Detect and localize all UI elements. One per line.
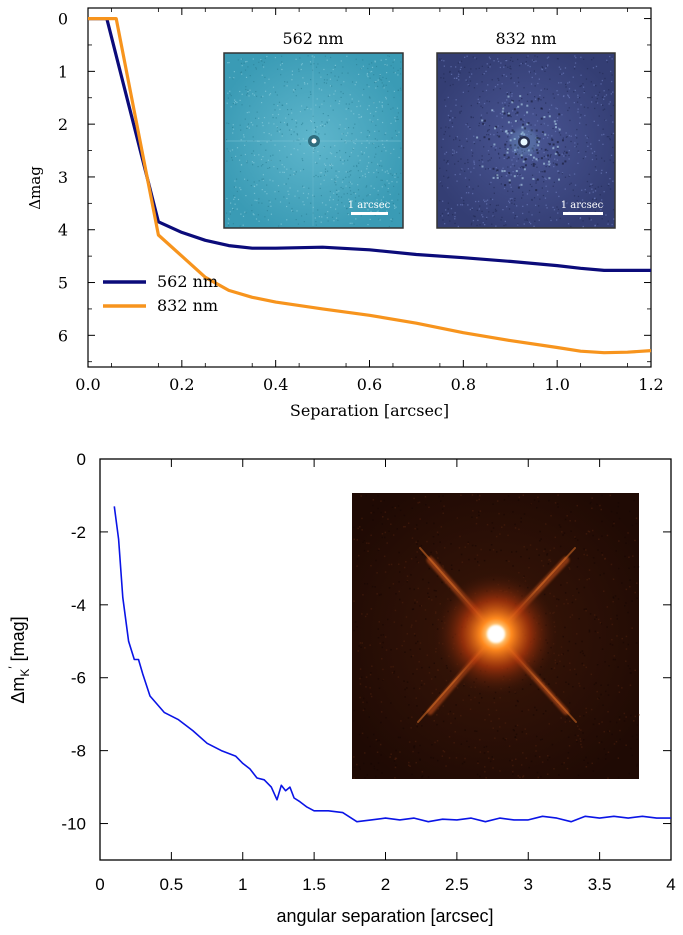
series-line-562 [88,17,651,272]
bottom-xtick-label: 2.5 [445,875,469,894]
top-xtick-label: 0.4 [263,375,288,394]
top-ytick-label: 4 [58,221,68,240]
bottom-xtick-label: 2 [381,875,390,894]
bottom-series-line [113,506,671,823]
bottom-xtick-label: 0 [95,875,104,894]
inset-832-title: 832 nm [495,29,556,48]
top-series-lines [88,17,652,355]
series-line-832 [88,17,652,355]
contrast-curve-k-band [113,506,671,823]
top-axis-ticks [87,8,652,367]
inset-832-scalebar-label: 1 arcsec [561,200,604,211]
top-ytick-label: 0 [58,10,68,29]
top-y-axis-label: Δmag [26,166,44,210]
bottom-xtick-label: 1 [238,875,247,894]
legend-label-562: 562 nm [157,272,218,291]
top-x-axis-label: Separation [arcsec] [290,401,449,420]
top-ytick-label: 5 [58,274,68,293]
top-xtick-labels: 0.0 0.2 0.4 0.6 0.8 1.0 1.2 [75,375,663,394]
top-ytick-label: 2 [58,115,68,134]
bottom-ytick-label: -8 [71,742,86,761]
top-xtick-label: 0.6 [357,375,382,394]
top-ytick-label: 3 [58,168,68,187]
bottom-xtick-label: 1.5 [302,875,326,894]
top-legend: 562 nm 832 nm [103,272,218,315]
top-xtick-label: 0.0 [75,375,100,394]
bottom-x-axis-label: angular separation [arcsec] [276,906,493,926]
inset-image-832: 832 nm 1 arcsec [436,29,616,229]
inset-562-title: 562 nm [282,29,343,48]
top-xtick-label: 0.8 [451,375,476,394]
inset-832-scalebar [563,212,603,215]
inset-image-k-band [352,493,640,779]
bottom-xtick-label: 3.5 [588,875,612,894]
bottom-xtick-labels: 0 0.5 1 1.5 2 2.5 3 3.5 4 [95,875,675,894]
bottom-xtick-label: 0.5 [160,875,184,894]
legend-label-832: 832 nm [157,296,218,315]
bottom-xtick-label: 3 [524,875,533,894]
bottom-axis-ticks [99,458,672,860]
top-xtick-label: 1.0 [544,375,569,394]
top-ytick-label: 1 [58,62,68,81]
bottom-ytick-label: -4 [71,596,86,615]
top-xtick-label: 1.2 [638,375,663,394]
inset-image-562: 562 nm 1 arcsec [223,29,404,229]
bottom-panel: 0 0.5 1 1.5 2 2.5 3 3.5 4 0 -2 -4 -6 -8 -10 angular s… [6,450,676,926]
top-ytick-label: 6 [58,326,68,345]
bottom-y-axis-label: ΔmK′ [mag] [6,616,32,703]
bottom-ytick-label: -6 [71,669,86,688]
top-ytick-labels: 0 1 2 3 4 5 6 [58,10,68,346]
bottom-ytick-label: -2 [71,523,86,542]
top-xtick-label: 0.2 [169,375,194,394]
bottom-ytick-label: 0 [77,450,86,469]
bottom-ytick-label: -10 [61,815,86,834]
inset-562-scalebar [351,212,388,215]
bottom-xtick-label: 4 [666,875,675,894]
top-panel: 0.0 0.2 0.4 0.6 0.8 1.0 1.2 0 1 2 3 4 5 6 Separation… [26,7,664,420]
inset-562-scalebar-label: 1 arcsec [348,200,391,211]
bottom-ytick-labels: 0 -2 -4 -6 -8 -10 [61,450,86,834]
